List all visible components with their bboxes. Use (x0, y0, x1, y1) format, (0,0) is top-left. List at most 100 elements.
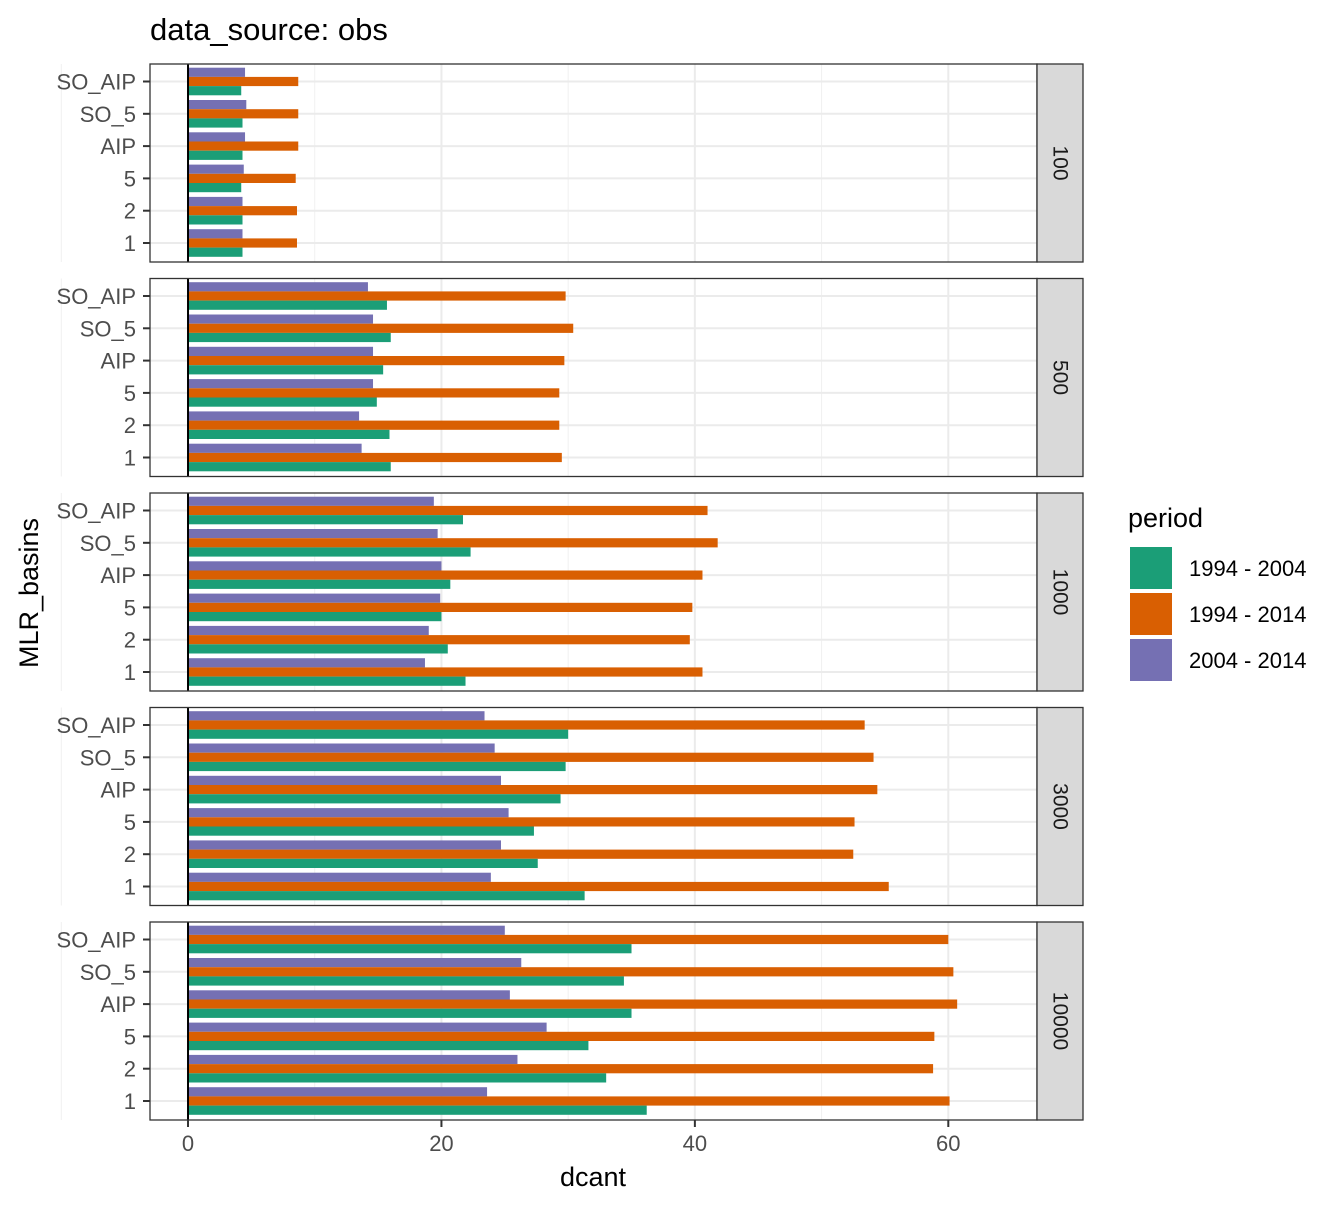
y-tick-label: SO_5 (80, 745, 136, 770)
bar-3000-5-1994-2014 (188, 817, 855, 827)
bar-100-SO_5-1994-2014 (188, 109, 299, 119)
chart-title: data_source: obs (150, 12, 388, 47)
panel-background (150, 922, 1037, 1120)
facet-strip (1036, 277, 1084, 478)
bar-1000-5-1994-2014 (188, 602, 693, 612)
y-tick-label: SO_AIP (57, 284, 136, 309)
x-tick-label: 40 (683, 1131, 707, 1156)
bar-100-1-2004-2014 (188, 229, 243, 239)
bar-1000-SO_AIP-1994-2004 (188, 515, 463, 525)
y-tick-label: SO_AIP (57, 928, 136, 953)
bar-3000-SO_5-1994-2014 (188, 752, 874, 762)
bar-1000-1-1994-2014 (188, 667, 703, 677)
bar-100-2-1994-2014 (188, 206, 297, 216)
x-axis: 0 20 40 60 (182, 1120, 961, 1156)
bar-100-2-2004-2014 (188, 196, 243, 207)
bar-10000-AIP-2004-2014 (188, 990, 510, 1000)
bar-3000-2-2004-2014 (188, 840, 501, 850)
bar-10000-2-2004-2014 (188, 1054, 518, 1065)
bar-1000-AIP-1994-2004 (188, 579, 451, 589)
facet-strip-label: 100 (1049, 145, 1072, 180)
bar-1000-2-1994-2004 (188, 644, 448, 654)
bar-500-SO_AIP-2004-2014 (188, 282, 368, 292)
bar-1000-SO_5-1994-2004 (188, 547, 471, 557)
facet-strip-label: 10000 (1049, 992, 1072, 1050)
bar-100-AIP-1994-2014 (188, 141, 299, 151)
bar-10000-5-1994-2004 (188, 1041, 589, 1051)
bar-10000-5-1994-2014 (188, 1031, 935, 1041)
legend-swatch-2004-2014 (1130, 639, 1172, 681)
y-tick-label: SO_5 (80, 960, 136, 985)
bar-100-5-1994-2004 (188, 183, 242, 193)
bar-1000-SO_AIP-2004-2014 (188, 496, 434, 506)
bar-3000-AIP-2004-2014 (188, 775, 501, 785)
bar-3000-5-1994-2004 (188, 826, 534, 836)
bar-1000-1-2004-2014 (188, 658, 425, 668)
bar-1000-5-1994-2004 (188, 612, 442, 622)
bar-10000-SO_5-1994-2014 (188, 967, 954, 977)
y-tick-label: SO_5 (80, 316, 136, 341)
bar-100-SO_AIP-1994-2014 (188, 76, 299, 87)
bar-500-1-1994-2004 (188, 462, 391, 472)
bar-100-1-1994-2014 (188, 238, 297, 248)
y-axis-label: MLR_basins (14, 518, 44, 668)
y-tick-label: AIP (101, 992, 136, 1017)
bar-3000-AIP-1994-2014 (188, 785, 878, 795)
bar-100-SO_AIP-2004-2014 (188, 67, 246, 77)
y-tick-label: 2 (124, 842, 136, 867)
bar-500-1-1994-2014 (188, 452, 562, 463)
y-tick-label: 5 (124, 810, 136, 835)
legend-swatch-1994-2014 (1130, 593, 1172, 635)
facet-strip-label: 3000 (1049, 783, 1072, 830)
bar-10000-SO_AIP-1994-2014 (188, 934, 949, 945)
bar-500-2-1994-2014 (188, 420, 560, 430)
y-tick-label: 1 (124, 660, 136, 685)
y-tick-label: 5 (124, 1024, 136, 1049)
bar-500-AIP-1994-2014 (188, 356, 565, 366)
bar-500-5-1994-2004 (188, 397, 377, 407)
bar-10000-1-1994-2014 (188, 1096, 950, 1106)
bar-100-5-1994-2014 (188, 173, 296, 183)
bar-500-AIP-2004-2014 (188, 346, 374, 356)
bar-500-1-2004-2014 (188, 443, 362, 453)
bar-500-5-2004-2014 (188, 379, 374, 389)
bar-1000-5-2004-2014 (188, 593, 441, 603)
y-tick-label: SO_AIP (57, 713, 136, 738)
legend-label: 1994 - 2014 (1189, 602, 1306, 627)
bar-3000-5-2004-2014 (188, 808, 509, 818)
y-tick-label: 2 (124, 1057, 136, 1082)
bar-100-1-1994-2004 (188, 247, 243, 257)
bar-3000-1-1994-2014 (188, 881, 889, 892)
facet-strip (1036, 63, 1084, 263)
facet-panels: SO_AIPSO_5AIP521100SO_AIPSO_5AIP521500SO… (57, 63, 1084, 1121)
bar-3000-SO_5-2004-2014 (188, 743, 495, 753)
panel-background (150, 278, 1037, 477)
bar-10000-SO_AIP-1994-2004 (188, 944, 632, 954)
y-tick-label: 5 (124, 595, 136, 620)
bar-3000-AIP-1994-2004 (188, 794, 561, 804)
y-tick-label: AIP (101, 778, 136, 803)
y-tick-label: 2 (124, 199, 136, 224)
y-tick-label: 5 (124, 166, 136, 191)
x-tick-label: 60 (936, 1131, 960, 1156)
bar-1000-1-1994-2004 (188, 676, 466, 686)
bar-10000-2-1994-2014 (188, 1064, 934, 1074)
y-tick-label: 5 (124, 381, 136, 406)
y-tick-label: SO_5 (80, 531, 136, 556)
bar-100-SO_5-1994-2004 (188, 118, 243, 128)
bar-3000-1-2004-2014 (188, 872, 491, 882)
bar-1000-AIP-2004-2014 (188, 561, 442, 571)
bar-100-AIP-2004-2014 (188, 132, 246, 142)
bar-10000-SO_5-1994-2004 (188, 976, 624, 986)
bar-500-SO_AIP-1994-2004 (188, 300, 387, 310)
bar-100-AIP-1994-2004 (188, 150, 243, 160)
facet-strip-label: 1000 (1049, 569, 1072, 616)
y-tick-label: 1 (124, 446, 136, 471)
bar-3000-SO_AIP-1994-2004 (188, 729, 569, 739)
bar-10000-1-2004-2014 (188, 1087, 488, 1097)
bar-3000-1-1994-2004 (188, 891, 585, 901)
bar-100-2-1994-2004 (188, 215, 243, 225)
y-tick-label: SO_5 (80, 102, 136, 127)
bar-500-SO_5-1994-2004 (188, 332, 391, 343)
